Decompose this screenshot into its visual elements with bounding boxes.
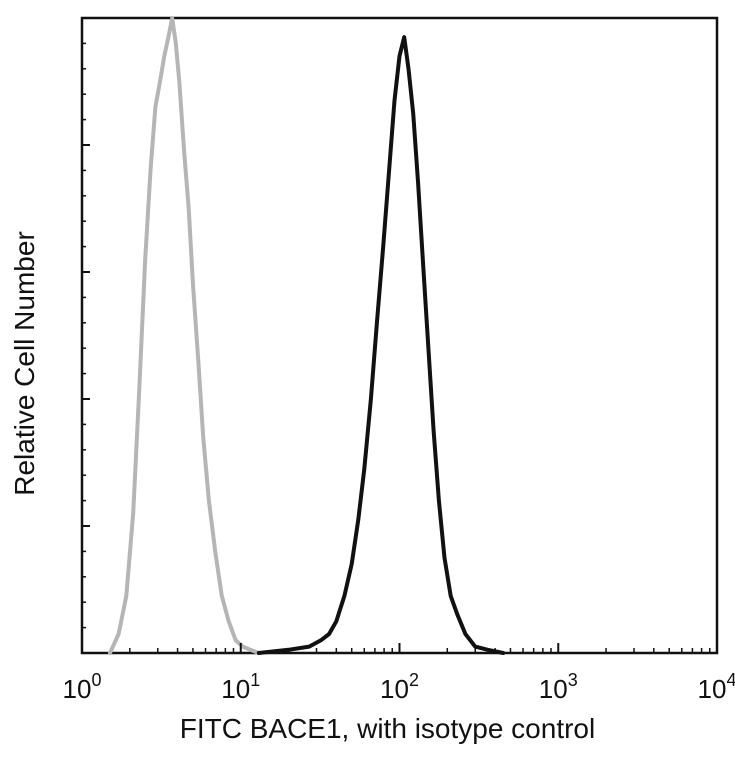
histogram-series-1 (108, 16, 261, 655)
x-tick-label: 104 (698, 670, 735, 704)
x-tick-label: 100 (63, 670, 102, 704)
histogram-series-2 (256, 35, 506, 655)
x-tick-label: 101 (221, 670, 260, 704)
y-axis-label: Relative Cell Number (9, 231, 40, 496)
x-axis-label: FITC BACE1, with isotype control (180, 713, 595, 744)
plot-frame (80, 16, 719, 655)
x-tick-label: 102 (380, 670, 419, 704)
x-tick-label: 103 (539, 670, 578, 704)
